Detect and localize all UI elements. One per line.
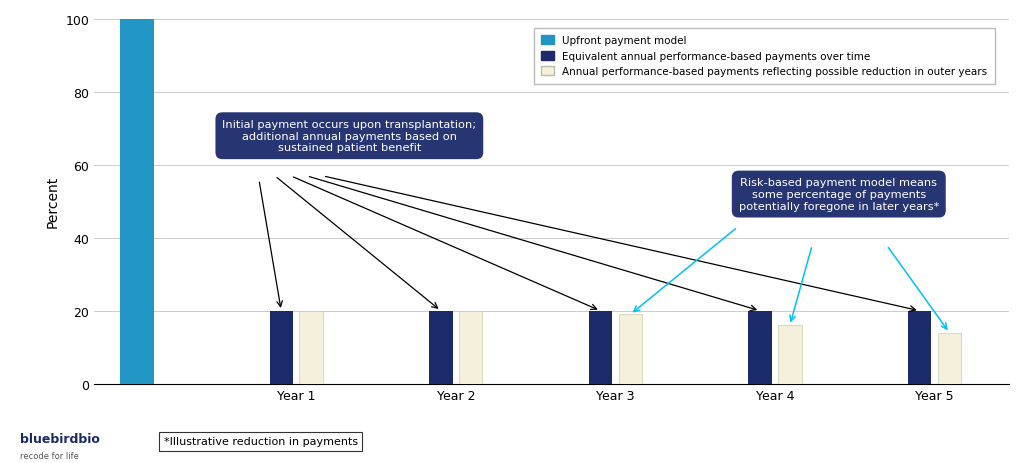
Y-axis label: Percent: Percent: [46, 176, 59, 228]
Bar: [778, 325, 802, 384]
Bar: [299, 311, 323, 384]
Legend: Upfront payment model, Equivalent annual performance-based payments over time, A: Upfront payment model, Equivalent annual…: [535, 29, 994, 84]
Bar: [618, 315, 642, 384]
Bar: [908, 311, 932, 384]
Text: *Illustrative reduction in payments: *Illustrative reduction in payments: [164, 437, 358, 446]
Text: recode for life: recode for life: [20, 451, 79, 460]
Bar: [589, 311, 612, 384]
Bar: [938, 333, 962, 384]
Text: Risk-based payment model means
some percentage of payments
potentially foregone : Risk-based payment model means some perc…: [738, 178, 939, 211]
Bar: [749, 311, 772, 384]
Bar: [269, 311, 293, 384]
Bar: [120, 20, 154, 384]
Bar: [429, 311, 453, 384]
Text: Initial payment occurs upon transplantation;
additional annual payments based on: Initial payment occurs upon transplantat…: [222, 120, 476, 153]
Bar: [459, 311, 482, 384]
Text: bluebirdbio: bluebirdbio: [20, 432, 100, 445]
